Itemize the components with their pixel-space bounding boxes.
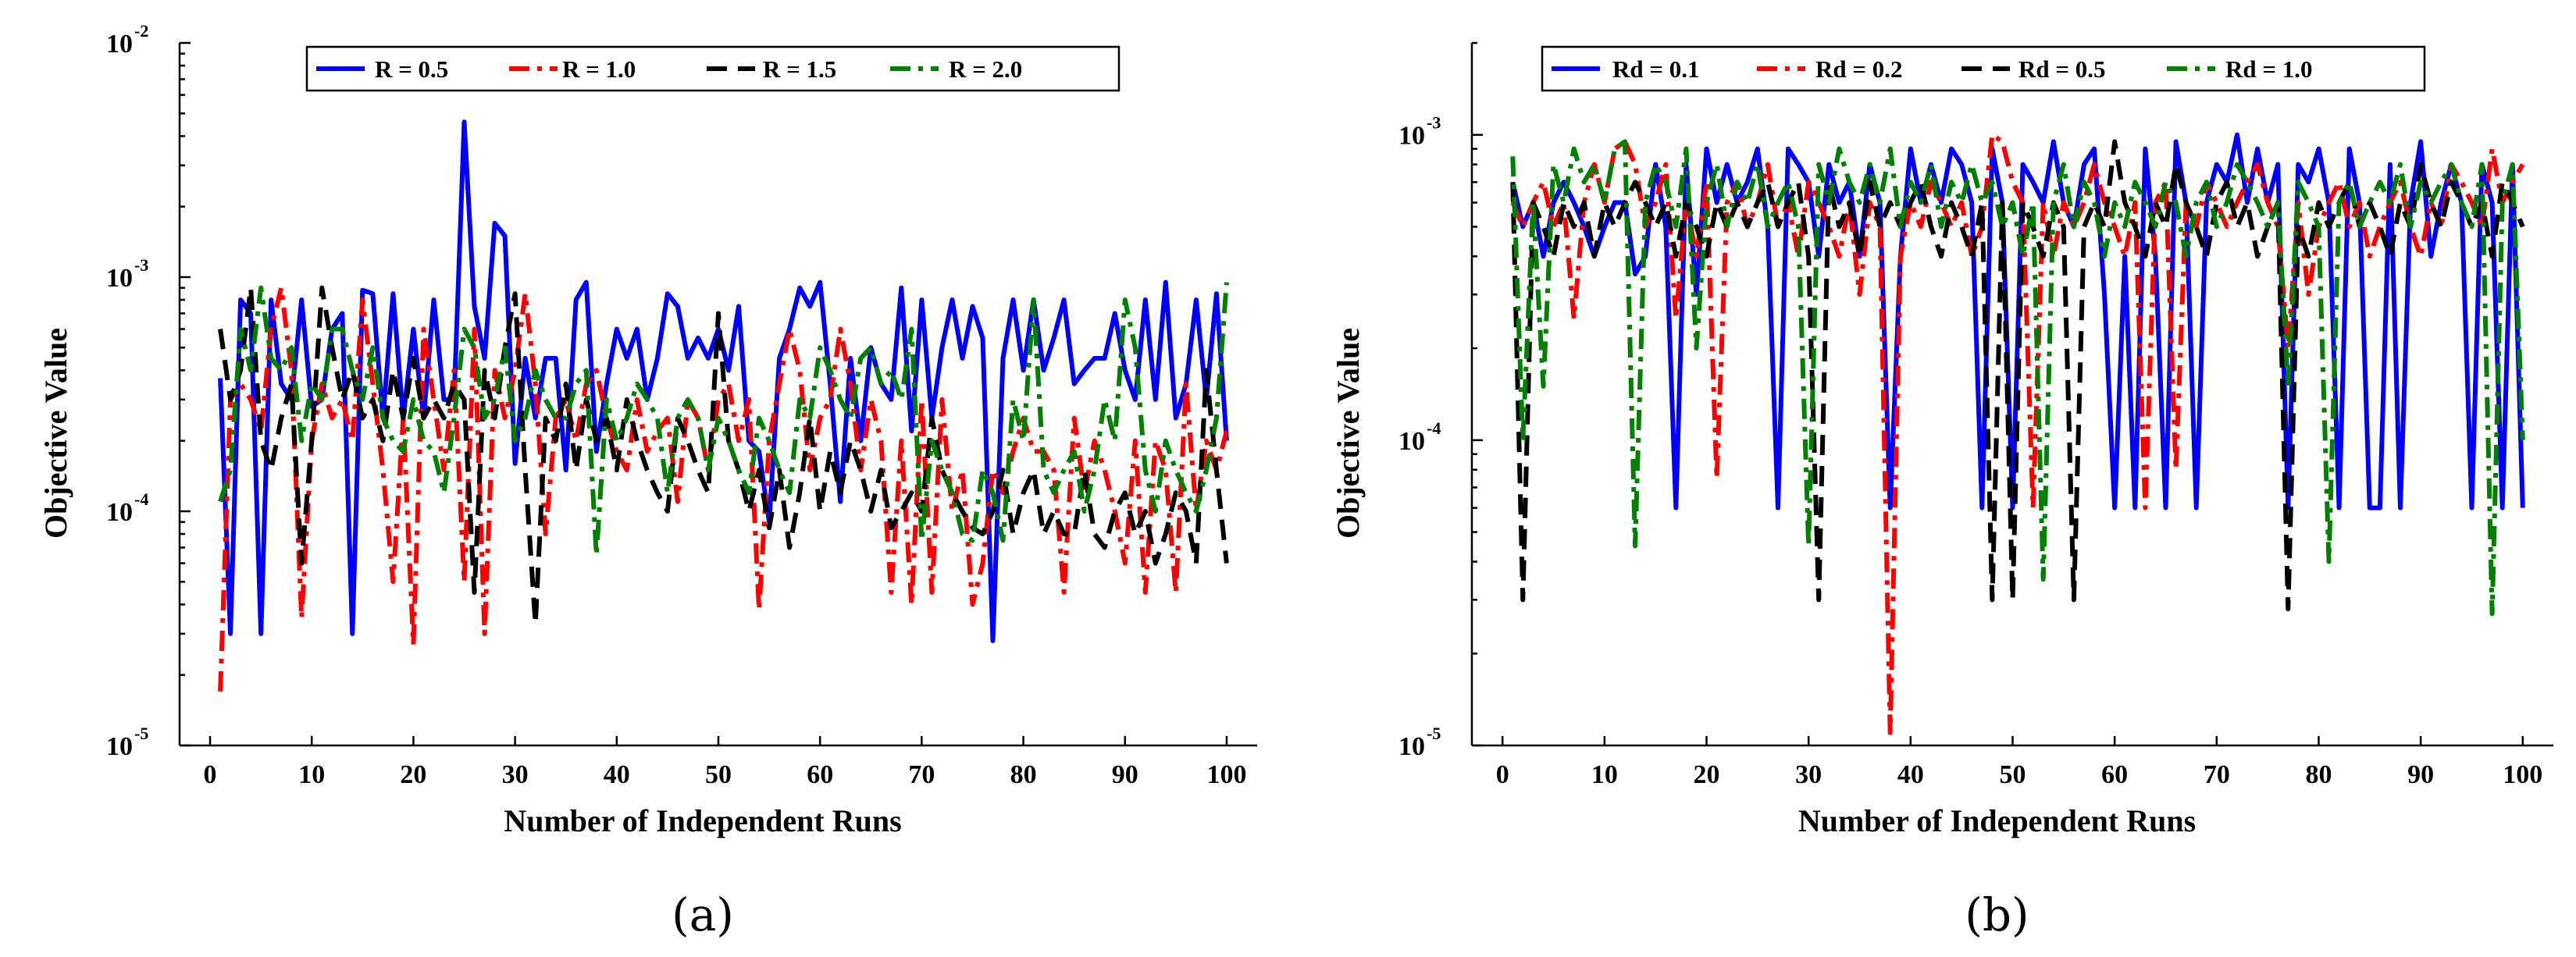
x-tick-label: 30 bbox=[502, 760, 529, 789]
y-tick-label: 10 bbox=[1398, 427, 1425, 456]
x-tick-label: 80 bbox=[1010, 760, 1037, 789]
legend-label: R = 1.0 bbox=[562, 55, 636, 83]
legend-label: R = 1.5 bbox=[763, 55, 836, 83]
y-tick-label: 10 bbox=[106, 732, 133, 761]
y-tick-exponent: -4 bbox=[134, 489, 148, 509]
x-tick-label: 40 bbox=[1897, 760, 1924, 789]
x-tick-label: 100 bbox=[1206, 760, 1246, 789]
y-tick-label: 10 bbox=[1398, 732, 1425, 761]
y-axis-title: Objective Value bbox=[38, 328, 73, 539]
x-tick-label: 20 bbox=[1694, 760, 1720, 789]
series-line-3 bbox=[218, 285, 1229, 627]
legend-label: R = 0.5 bbox=[375, 55, 448, 83]
legend-label: Rd = 1.0 bbox=[2225, 55, 2313, 83]
y-tick-label: 10 bbox=[106, 30, 133, 59]
y-tick-label: 10 bbox=[106, 264, 133, 293]
x-tick-label: 70 bbox=[2204, 760, 2230, 789]
legend-label: Rd = 0.2 bbox=[1815, 55, 1903, 83]
panel-label: (a) bbox=[672, 888, 734, 941]
plot-area bbox=[218, 119, 1229, 692]
x-axis-title: Number of Independent Runs bbox=[1798, 803, 2196, 838]
x-tick-label: 10 bbox=[298, 760, 325, 789]
legend-label: R = 2.0 bbox=[949, 55, 1022, 83]
x-tick-label: 0 bbox=[1496, 760, 1509, 789]
y-tick-label: 10 bbox=[106, 498, 133, 527]
x-tick-label: 90 bbox=[2407, 760, 2434, 789]
x-tick-label: 10 bbox=[1591, 760, 1618, 789]
x-tick-label: 100 bbox=[2503, 760, 2542, 789]
x-tick-label: 80 bbox=[2305, 760, 2332, 789]
x-tick-label: 40 bbox=[604, 760, 630, 789]
y-tick-exponent: -5 bbox=[134, 724, 148, 743]
series-line-3 bbox=[1510, 139, 2525, 612]
x-tick-label: 50 bbox=[705, 760, 732, 789]
y-tick-exponent: -2 bbox=[134, 21, 148, 41]
x-axis-title: Number of Independent Runs bbox=[504, 803, 901, 838]
y-axis-title: Objective Value bbox=[1331, 328, 1366, 539]
x-tick-label: 50 bbox=[2000, 760, 2026, 789]
y-tick-exponent: -4 bbox=[1427, 418, 1441, 438]
y-tick-exponent: -5 bbox=[1427, 724, 1441, 743]
x-tick-label: 0 bbox=[204, 760, 217, 789]
y-tick-exponent: -3 bbox=[1427, 113, 1441, 133]
x-tick-label: 30 bbox=[1795, 760, 1822, 789]
x-tick-label: 90 bbox=[1112, 760, 1138, 789]
legend-label: Rd = 0.5 bbox=[2018, 55, 2106, 83]
legend-label: Rd = 0.1 bbox=[1612, 55, 1700, 83]
series-line-2 bbox=[218, 285, 1229, 692]
series-line-4 bbox=[1510, 139, 2525, 617]
x-tick-label: 60 bbox=[807, 760, 833, 789]
plot-area bbox=[1510, 132, 2525, 735]
x-tick-label: 70 bbox=[908, 760, 935, 789]
x-tick-label: 20 bbox=[400, 760, 426, 789]
y-tick-label: 10 bbox=[1398, 122, 1425, 151]
series-line-4 bbox=[218, 282, 1229, 558]
legend-box bbox=[1541, 45, 2426, 92]
y-tick-exponent: -3 bbox=[134, 255, 148, 275]
panel-label: (b) bbox=[1965, 888, 2029, 941]
x-tick-label: 60 bbox=[2101, 760, 2128, 789]
